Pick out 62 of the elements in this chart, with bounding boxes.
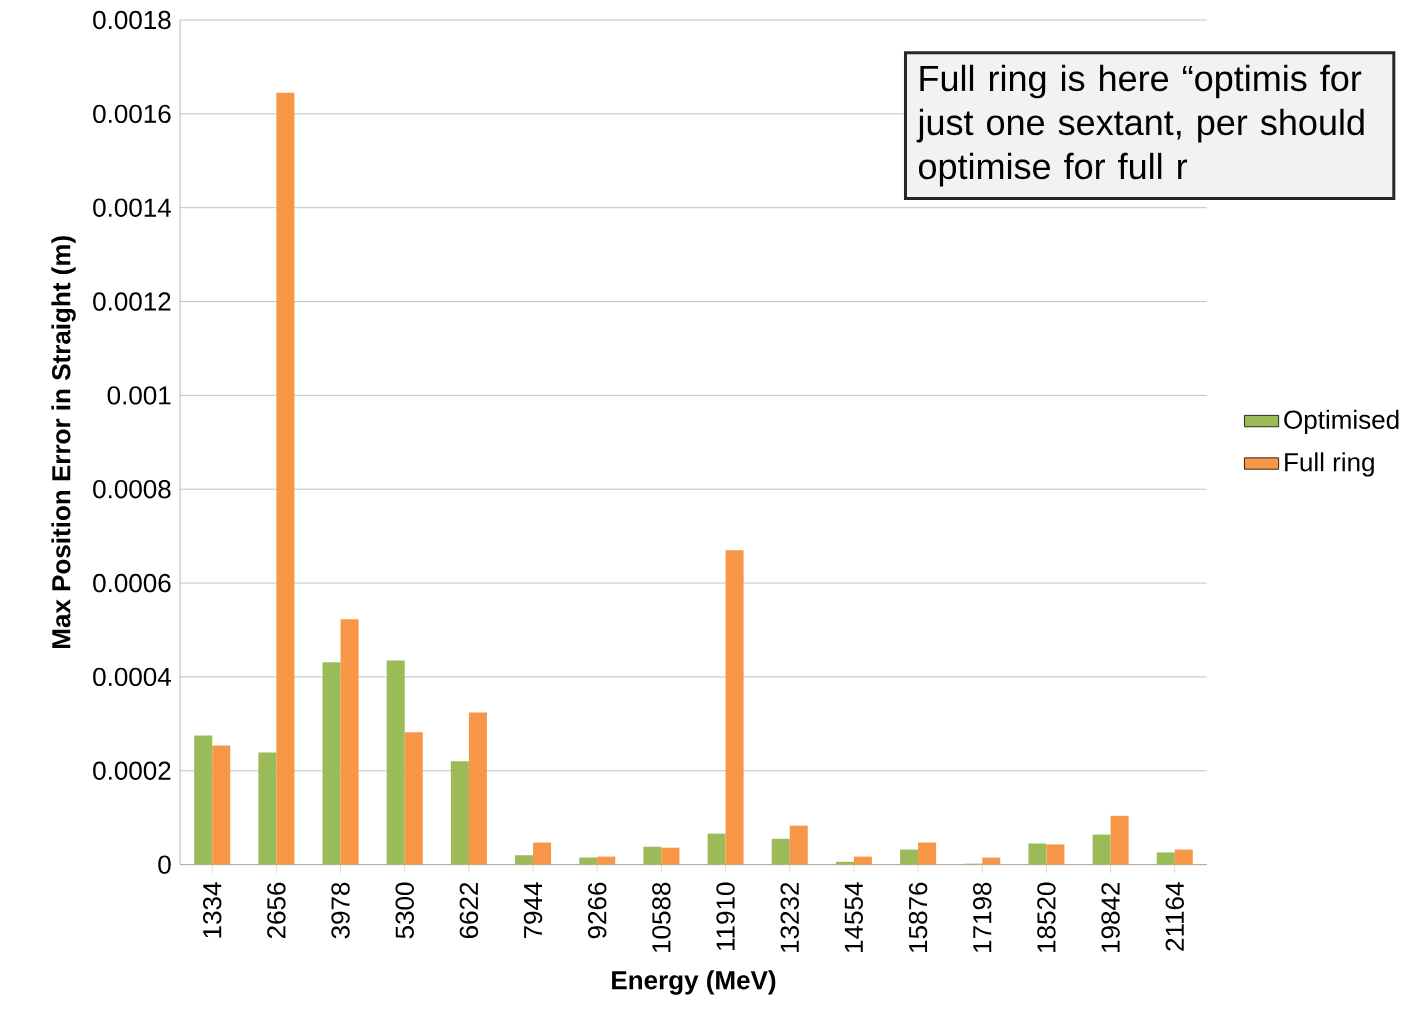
bar <box>404 732 423 865</box>
y-tick-label: 0.0004 <box>93 667 171 687</box>
bar <box>212 745 231 865</box>
bar <box>1046 844 1065 865</box>
y-tick-label: 0.0014 <box>93 198 171 218</box>
bar <box>258 752 277 865</box>
bar <box>771 838 790 865</box>
y-tick-label: 0.001 <box>107 386 171 405</box>
bar <box>1028 843 1047 865</box>
bar <box>322 662 341 865</box>
bar <box>707 833 726 865</box>
y-tick-label: 0.0006 <box>93 573 171 593</box>
bar <box>661 847 680 865</box>
bar <box>1156 852 1175 865</box>
x-tick-label: 21164 <box>1165 882 1184 951</box>
bar <box>1174 849 1193 865</box>
bar <box>900 849 919 865</box>
y-axis-title: Max Position Error in Straight (m) <box>51 236 76 649</box>
bar <box>533 842 552 865</box>
bar <box>468 712 487 865</box>
x-tick-label: 18520 <box>1037 882 1056 953</box>
legend-label: Full ring <box>1285 452 1374 477</box>
x-tick-label: 9266 <box>588 882 607 939</box>
x-tick-label: 14554 <box>844 882 863 953</box>
bar <box>918 842 937 865</box>
x-tick-label: 6622 <box>459 883 479 939</box>
x-tick-label: 17198 <box>973 882 992 953</box>
y-tick-label: 0.0002 <box>93 761 171 781</box>
y-tick-label: 0.0018 <box>93 10 171 30</box>
legend-label: Optimised <box>1284 409 1399 435</box>
bar <box>1110 815 1129 865</box>
bar <box>982 857 1001 865</box>
bar <box>515 855 534 865</box>
x-tick-label: 3978 <box>331 882 350 939</box>
x-tick-label: 15876 <box>908 882 928 953</box>
x-tick-label: 7944 <box>523 882 543 939</box>
x-tick-label: 1334 <box>203 882 222 938</box>
bar <box>386 660 405 865</box>
bar <box>1092 834 1111 865</box>
bar <box>643 846 662 865</box>
bar <box>725 550 744 865</box>
bar <box>450 761 469 865</box>
x-tick-label: 11910 <box>716 882 735 951</box>
annotation: Full ring is here “optimis for just one sextant, per should optimise for full r <box>916 64 1364 187</box>
bar <box>276 92 295 865</box>
bar <box>340 619 359 865</box>
x-tick-label: 13232 <box>780 883 799 953</box>
x-axis-title: Energy (MeV) <box>612 970 776 995</box>
x-tick-label: 19842 <box>1101 883 1120 953</box>
bar <box>194 735 213 865</box>
y-tick-label: 0.0012 <box>93 292 171 311</box>
x-tick-label: 10588 <box>652 882 671 953</box>
bar <box>579 857 598 865</box>
x-tick-label: 2656 <box>267 882 286 939</box>
bar <box>789 825 808 865</box>
bar <box>835 861 854 865</box>
y-tick-label: 0.0008 <box>93 480 171 499</box>
bar <box>853 856 872 865</box>
bar <box>597 856 616 865</box>
y-tick-label: 0 <box>158 855 171 874</box>
y-tick-label: 0.0016 <box>93 104 171 124</box>
x-tick-label: 5300 <box>395 882 414 939</box>
